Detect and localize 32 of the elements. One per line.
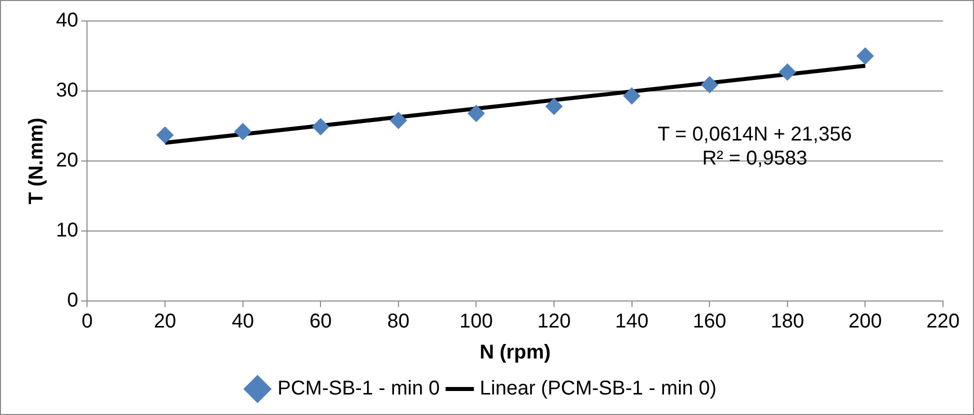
y-tick-label: 0 [67,290,78,312]
point [234,123,252,140]
x-tick-label: 200 [848,310,882,333]
x-tick-label: 80 [387,310,410,333]
point [856,48,874,64]
point [778,64,796,81]
x-tick-label: 40 [232,310,254,333]
y-tick-label: 30 [56,80,78,102]
point [312,118,330,136]
x-tick-label: 220 [926,310,960,333]
point [468,104,485,122]
x-tick-label: 120 [537,310,571,333]
point [546,98,563,115]
legend-label: PCM-SB-1 - min 0 [278,378,440,400]
x-tick-label: 60 [310,310,332,333]
legend-label: Linear (PCM-SB-1 - min 0) [480,378,716,400]
y-tick-label: 10 [56,220,78,242]
x-tick-label: 20 [154,310,176,333]
point [623,87,640,104]
x-tick-label: 180 [770,310,804,333]
y-tick-label: 40 [56,10,78,32]
x-tick-label: 160 [692,310,726,333]
x-axis-title: N (rpm) [480,342,551,364]
x-tick-label: 100 [460,310,493,333]
point [156,126,174,144]
x-tick-label: 0 [82,310,93,333]
point [390,112,407,129]
x-tick-label: 140 [615,310,649,333]
point [701,76,718,94]
y-tick-label: 20 [56,150,78,172]
annotation: T = 0,0614N + 21,356 R² = 0,9583 [658,124,852,170]
y-axis-title: T (N.mm) [26,118,48,204]
